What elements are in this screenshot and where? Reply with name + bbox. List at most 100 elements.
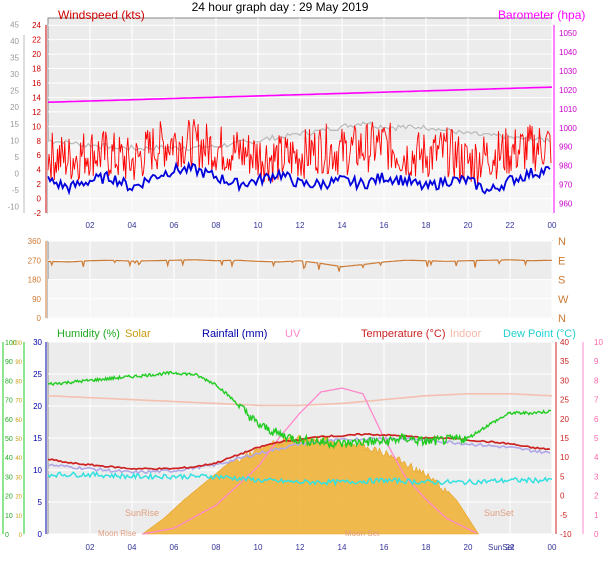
wind-tick-label: 0 <box>37 195 42 204</box>
solar-tick-label: 0 <box>19 533 23 539</box>
climate-x-tick-label: 14 <box>338 543 347 552</box>
uv-tick-label: 2 <box>594 492 599 501</box>
humidity-tick-label: 80 <box>5 378 13 385</box>
outer-left-tick-label: 20 <box>10 103 19 112</box>
baro-tick-label: 1040 <box>559 48 577 57</box>
wind-direction-line <box>47 259 552 272</box>
uv-tick-label: 3 <box>594 472 599 481</box>
humidity-tick-label: 60 <box>5 417 13 424</box>
temp-tick-label: -10 <box>560 530 572 539</box>
wind-gust-line <box>47 119 552 185</box>
baro-tick-label: 1000 <box>559 124 577 133</box>
outer-left-tick-label: 15 <box>10 120 19 129</box>
humidity-tick-label: 10 <box>5 513 13 520</box>
solar-tick-label: 100 <box>12 341 23 347</box>
wind-x-tick-label: 10 <box>254 221 263 230</box>
wind-axis-label: Windspeed (kts) <box>58 8 145 22</box>
compass-label: N <box>558 236 566 248</box>
legend-item: Indoor <box>450 328 482 340</box>
wind-average-line <box>47 160 551 196</box>
wind-tick-label: 24 <box>32 21 41 30</box>
humidity-tick-label: 30 <box>5 474 13 481</box>
baro-tick-label: 970 <box>559 181 573 190</box>
climate-x-tick-label: 20 <box>464 543 473 552</box>
legend-item: Solar <box>125 328 151 340</box>
uv-tick-label: 4 <box>594 453 599 462</box>
compass-label: E <box>558 255 565 267</box>
legend-item: UV <box>285 328 301 340</box>
baro-tick-label: 990 <box>559 143 573 152</box>
wind-tick-label: 8 <box>37 137 42 146</box>
sunset-axis-label: SunSet <box>488 543 515 552</box>
climate-x-tick-label: 04 <box>128 543 137 552</box>
wind-x-tick-label: 20 <box>464 221 473 230</box>
wind-dir-tick-label: 180 <box>28 276 42 285</box>
climate-x-tick-label: 02 <box>86 543 95 552</box>
secondary-temp-line <box>47 436 551 475</box>
solar-tick-label: 70 <box>15 399 22 405</box>
temp-tick-label: 35 <box>560 357 569 366</box>
wind-dir-tick-label: 90 <box>32 295 41 304</box>
wind-baro-ticks: -2024681012141618202224-10-5051015202530… <box>7 21 577 230</box>
temp-tick-label: 10 <box>560 453 569 462</box>
baro-tick-label: 1020 <box>559 86 577 95</box>
solar-tick-label: 50 <box>15 437 22 443</box>
rain-tick-label: 5 <box>38 498 43 507</box>
uv-line <box>142 387 477 535</box>
wind-dir-tick-label: 360 <box>28 237 42 246</box>
wind-gridlines <box>48 18 553 214</box>
solar-tick-label: 10 <box>15 514 22 520</box>
wind-x-tick-label: 22 <box>506 221 515 230</box>
sunrise-label: SunRise <box>125 508 159 518</box>
outer-left-tick-label: 25 <box>10 87 19 96</box>
humidity-line <box>47 370 552 450</box>
temp-tick-label: 5 <box>560 472 565 481</box>
moonrise-label: Moon Rise <box>98 529 137 538</box>
climate-x-tick-label: 10 <box>254 543 263 552</box>
climate-legend: Humidity (%) Solar Rainfall (mm) UV Temperat… <box>57 328 576 340</box>
wind-x-tick-label: 00 <box>548 221 557 230</box>
wind-baro-chart: 24 hour graph day : 29 May 2019 Windspee… <box>7 0 585 230</box>
temp-tick-label: -5 <box>560 511 568 520</box>
climate-x-tick-label: 18 <box>422 543 431 552</box>
climate-x-tick-label: 00 <box>548 543 557 552</box>
wind-tick-label: 22 <box>32 36 41 45</box>
solar-tick-label: 80 <box>15 379 22 385</box>
temp-tick-label: 25 <box>560 396 569 405</box>
outer-left-tick-label: 45 <box>10 21 19 30</box>
temp-tick-label: 20 <box>560 415 569 424</box>
solar-tick-label: 90 <box>15 360 22 366</box>
wind-baro-series <box>47 86 553 196</box>
legend-item: Dew Point (°C) <box>503 328 576 340</box>
climate-x-tick-label: 22 <box>506 543 515 552</box>
compass-label: W <box>558 294 569 306</box>
wind-x-tick-label: 14 <box>338 221 347 230</box>
humidity-tick-label: 70 <box>5 398 13 405</box>
solar-tick-label: 40 <box>15 456 22 462</box>
wind-tick-label: 16 <box>32 79 41 88</box>
climate-x-tick-label: 12 <box>296 543 305 552</box>
uv-tick-label: 10 <box>594 338 603 347</box>
uv-tick-label: 7 <box>594 396 599 405</box>
wind-tick-label: -2 <box>34 209 42 218</box>
moonset-label: Moon Set <box>345 529 380 538</box>
wind-tick-label: 2 <box>37 180 42 189</box>
wind-x-tick-label: 16 <box>380 221 389 230</box>
solar-tick-label: 30 <box>15 475 22 481</box>
legend-item: Temperature (°C) <box>361 328 445 340</box>
uv-tick-label: 1 <box>594 511 599 520</box>
uv-tick-label: 8 <box>594 376 599 385</box>
wind-dir-tick-label: 0 <box>37 314 42 323</box>
wind-x-tick-label: 08 <box>212 221 221 230</box>
legend-item: Humidity (%) <box>57 328 120 340</box>
baro-tick-label: 980 <box>559 162 573 171</box>
wind-tick-label: 4 <box>37 166 42 175</box>
rain-tick-label: 25 <box>33 370 42 379</box>
wind-x-tick-label: 18 <box>422 221 431 230</box>
humidity-tick-label: 90 <box>5 359 13 366</box>
chart-title: 24 hour graph day : 29 May 2019 <box>192 0 369 14</box>
temp-tick-label: 15 <box>560 434 569 443</box>
